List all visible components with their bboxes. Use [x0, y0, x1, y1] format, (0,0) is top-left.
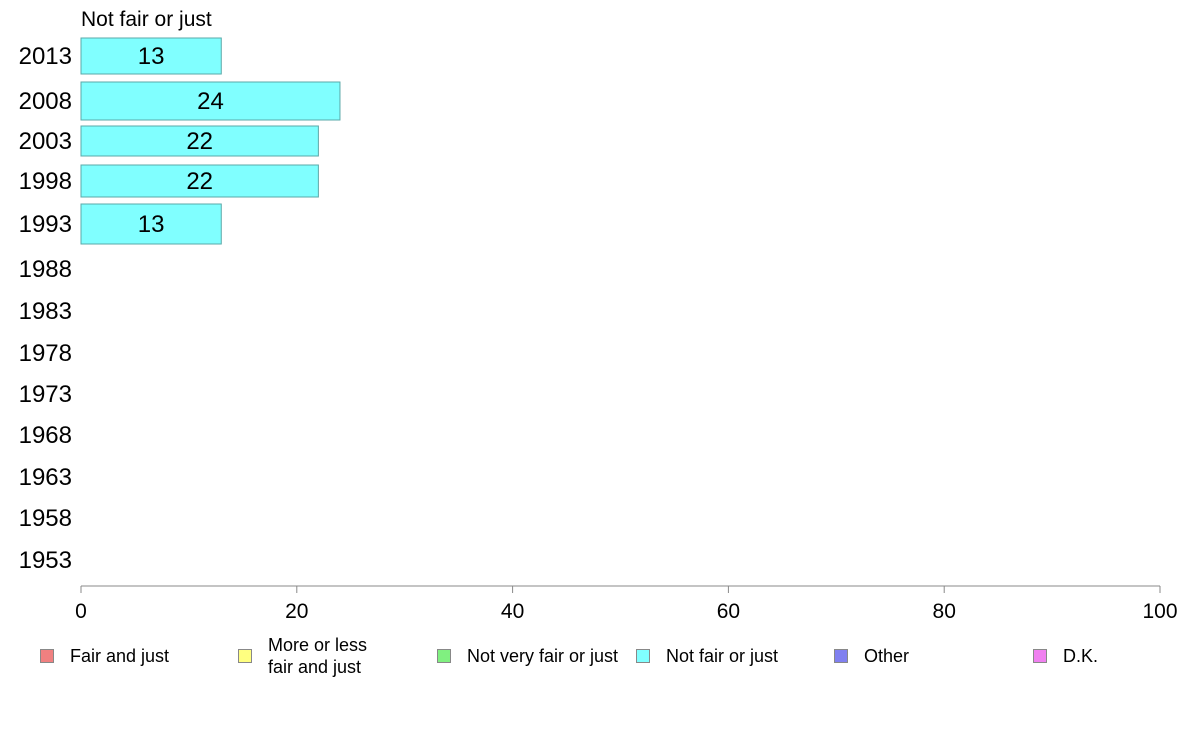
y-tick-label: 2008 [19, 88, 72, 115]
x-tick-label: 80 [933, 600, 956, 620]
legend-item: Fair and just [40, 632, 169, 680]
chart: Not fair or just 20132008200319981993198… [19, 8, 1178, 620]
y-tick-label: 1953 [19, 547, 72, 574]
bar-1998 [80, 164, 319, 198]
bar-2003 [80, 125, 319, 157]
y-tick-label: 2013 [19, 43, 72, 70]
legend-item: Not fair or just [636, 632, 778, 680]
x-tick-label: 40 [501, 600, 524, 620]
x-tick-label: 20 [285, 600, 308, 620]
legend-label: Other [864, 646, 910, 666]
bar-1993 [80, 203, 222, 245]
bar-2013 [80, 37, 222, 75]
bar-value-label: 13 [138, 43, 165, 70]
legend-label: Not fair or just [666, 646, 779, 666]
y-tick-label: 1998 [19, 168, 72, 195]
y-tick-label: 1983 [19, 298, 72, 325]
legend-item: Other [834, 632, 909, 680]
legend-label: Fair and just [70, 646, 170, 666]
legend-item: More or less fair and just [238, 632, 367, 680]
y-tick-label: 1973 [19, 381, 72, 408]
y-tick-label: 1958 [19, 505, 72, 532]
y-tick-label: 1968 [19, 422, 72, 449]
legend-label: Not very fair or just [467, 646, 619, 666]
legend-item: Not very fair or just [437, 632, 618, 680]
legend-item: D.K. [1033, 632, 1098, 680]
y-tick-label: 2003 [19, 128, 72, 155]
x-tick-label: 100 [1142, 600, 1177, 620]
bar-value-label: 13 [138, 211, 165, 238]
bar-value-label: 24 [197, 88, 224, 115]
y-tick-label: 1963 [19, 464, 72, 491]
x-tick-label: 60 [717, 600, 740, 620]
legend-swatch [40, 649, 54, 663]
legend-swatch [1033, 649, 1047, 663]
legend-swatch [238, 649, 252, 663]
y-tick-label: 1993 [19, 211, 72, 238]
y-tick-label: 1978 [19, 340, 72, 367]
bar-value-label: 22 [186, 128, 213, 155]
x-tick-label: 0 [75, 600, 87, 620]
legend-swatch [437, 649, 451, 663]
legend-label: D.K. [1063, 646, 1099, 666]
chart-title: Not fair or just [81, 8, 212, 31]
legend-swatch [834, 649, 848, 663]
legend: Fair and just More or less fair and just No… [0, 632, 1188, 692]
bar-2008 [80, 81, 341, 121]
legend-swatch [636, 649, 650, 663]
y-tick-label: 1988 [19, 256, 72, 283]
bar-value-label: 22 [186, 168, 213, 195]
legend-label: More or less fair and just [268, 635, 368, 677]
